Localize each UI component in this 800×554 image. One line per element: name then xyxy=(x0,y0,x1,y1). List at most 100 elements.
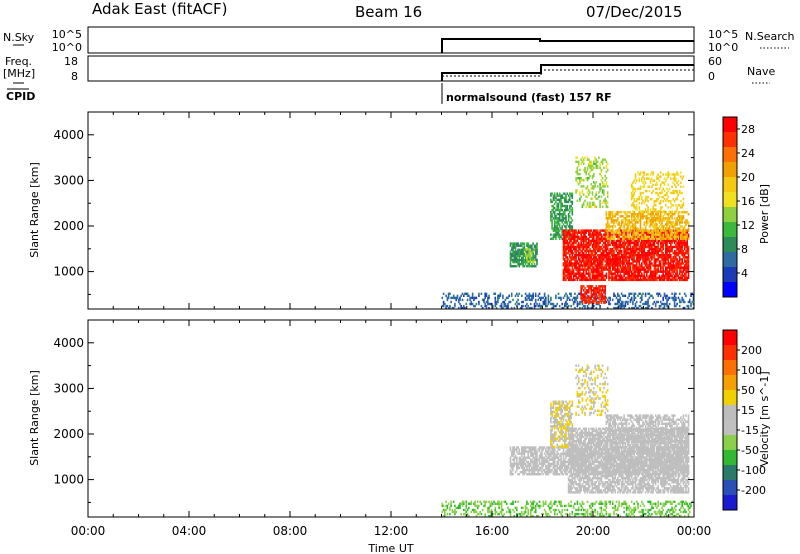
velocity-cell xyxy=(596,512,599,516)
power-cell xyxy=(649,245,652,249)
power-cell xyxy=(558,211,561,214)
power-cell xyxy=(556,213,558,216)
power-cell xyxy=(658,215,661,218)
power-cell xyxy=(551,213,553,216)
power-cell xyxy=(670,274,672,277)
power-cell xyxy=(665,249,667,253)
power-cell xyxy=(623,272,625,275)
power-cell xyxy=(575,296,577,300)
power-cell xyxy=(641,264,643,267)
velocity-cell xyxy=(524,508,527,512)
power-cell xyxy=(630,215,633,218)
power-cell xyxy=(572,256,575,259)
power-cell xyxy=(677,219,680,222)
power-cell xyxy=(652,239,654,243)
power-cell xyxy=(615,243,618,247)
power-cell xyxy=(666,298,668,302)
power-cell xyxy=(666,191,668,195)
power-cell xyxy=(680,241,682,245)
power-cell xyxy=(603,199,605,202)
power-cell xyxy=(627,239,629,243)
power-cell xyxy=(656,183,658,186)
power-cell xyxy=(584,245,586,249)
power-cell xyxy=(566,274,569,277)
power-cell xyxy=(649,272,652,275)
velocity-cell xyxy=(630,508,633,512)
power-cell xyxy=(665,229,667,232)
power-cell xyxy=(671,260,673,263)
power-cell xyxy=(658,229,661,232)
power-cell xyxy=(661,278,663,282)
velocity-cell xyxy=(502,514,504,518)
power-cell xyxy=(527,250,529,253)
power-cell xyxy=(610,221,613,224)
power-cell xyxy=(494,304,497,308)
velocity-cell xyxy=(639,504,642,508)
power-cell xyxy=(680,274,682,277)
power-cell xyxy=(615,296,618,300)
power-cell xyxy=(553,213,556,216)
power-cell xyxy=(605,166,608,170)
velocity-cell xyxy=(623,510,625,514)
power-cell xyxy=(570,192,572,195)
power-cell xyxy=(681,219,683,222)
date-title: 07/Dec/2015 xyxy=(586,3,682,21)
power-cell xyxy=(560,298,562,302)
power-cell xyxy=(524,248,527,251)
power-cell xyxy=(668,268,671,271)
power-cell xyxy=(603,252,605,255)
power-cell xyxy=(564,302,566,306)
power-cell xyxy=(648,278,651,282)
power-cell xyxy=(641,252,643,255)
power-cell xyxy=(562,254,565,257)
nave-tick-bottom: 0 xyxy=(708,70,715,83)
power-cell xyxy=(644,268,647,271)
power-cell xyxy=(595,239,598,243)
power-cell xyxy=(656,215,658,218)
power-cell xyxy=(670,231,672,234)
power-cell xyxy=(543,294,546,297)
power-cell xyxy=(666,268,668,271)
power-cell xyxy=(683,274,686,277)
power-cell xyxy=(604,185,606,188)
power-cell xyxy=(649,173,652,176)
power-cell xyxy=(637,278,639,282)
velocity-cell xyxy=(613,506,615,510)
power-cell xyxy=(572,245,575,249)
power-cell xyxy=(628,247,630,251)
power-cell xyxy=(528,292,531,295)
power-cell xyxy=(675,262,677,265)
power-cell xyxy=(566,241,569,245)
power-cell xyxy=(586,295,589,298)
power-cell xyxy=(498,294,500,297)
velocity-cell xyxy=(471,508,474,512)
power-cell xyxy=(572,252,575,255)
power-cell xyxy=(584,243,586,247)
power-cell xyxy=(656,200,658,203)
velocity-cell xyxy=(468,502,470,505)
power-cell xyxy=(652,278,654,282)
power-cell xyxy=(595,289,598,292)
power-cell xyxy=(608,302,610,306)
power-cell xyxy=(632,262,634,265)
velocity-cell xyxy=(560,500,562,503)
power-cell xyxy=(575,254,577,257)
power-cell xyxy=(596,197,599,200)
power-cell xyxy=(608,254,610,257)
velocity-cell xyxy=(647,514,649,518)
power-cell xyxy=(658,217,661,220)
power-cell xyxy=(529,252,532,255)
power-cell xyxy=(663,219,666,222)
power-cell xyxy=(624,302,627,306)
power-cell xyxy=(598,237,600,240)
power-cell xyxy=(685,249,687,253)
power-cell xyxy=(661,274,663,277)
power-cell xyxy=(589,274,591,277)
power-cell xyxy=(653,300,656,304)
power-cell xyxy=(672,181,675,184)
power-cell xyxy=(638,208,641,211)
power-cell xyxy=(618,258,620,261)
velocity-cell xyxy=(644,512,647,516)
power-cell xyxy=(623,247,625,251)
power-cell xyxy=(629,241,632,245)
